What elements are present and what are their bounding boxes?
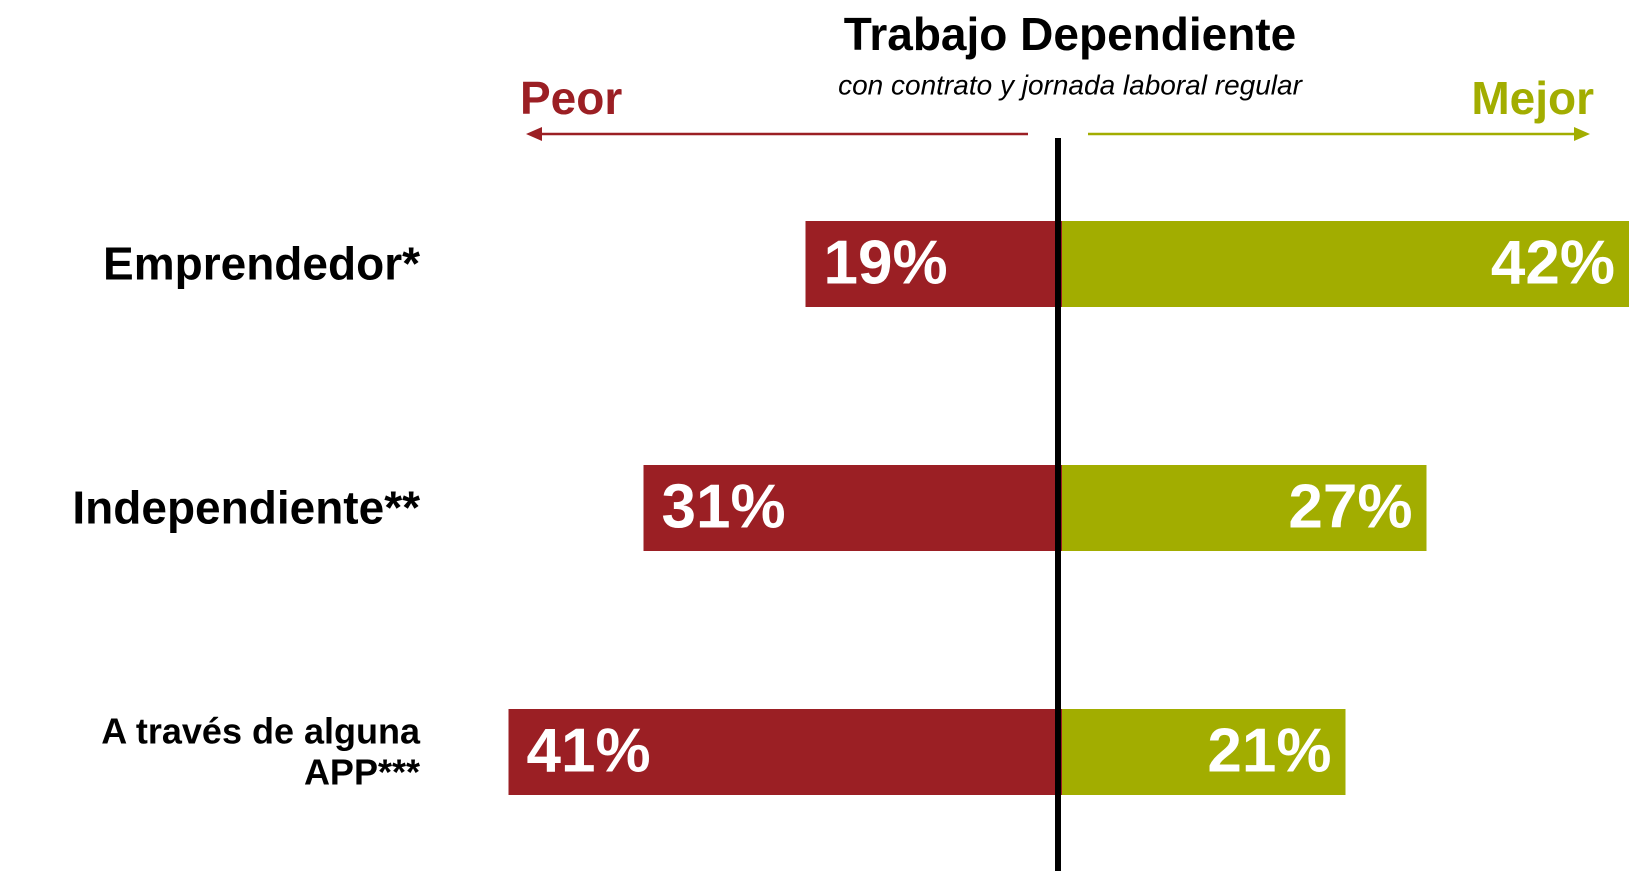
bar-positive <box>1062 221 1629 307</box>
bar-negative <box>805 221 1062 307</box>
chart-subtitle: con contrato y jornada laboral regular <box>838 69 1304 100</box>
arrowhead-right <box>1574 127 1590 141</box>
chart-title: Trabajo Dependiente <box>844 8 1296 60</box>
legend-right: Mejor <box>1471 72 1594 124</box>
value-label: 19% <box>824 228 948 297</box>
bar-positive <box>1062 709 1346 795</box>
category-label: Independiente** <box>72 481 420 534</box>
bar-positive <box>1062 465 1427 551</box>
value-label: 42% <box>1491 228 1615 297</box>
bar-negative <box>643 465 1062 551</box>
value-label: 41% <box>527 716 651 785</box>
bar-negative <box>508 709 1062 795</box>
category-label: Emprendedor* <box>103 237 420 290</box>
value-label: 27% <box>1288 472 1412 541</box>
value-label: 31% <box>662 472 786 541</box>
value-label: 21% <box>1207 716 1331 785</box>
legend-left: Peor <box>520 72 622 124</box>
category-label: A través de alguna APP*** <box>101 710 420 793</box>
arrowhead-left <box>526 127 542 141</box>
